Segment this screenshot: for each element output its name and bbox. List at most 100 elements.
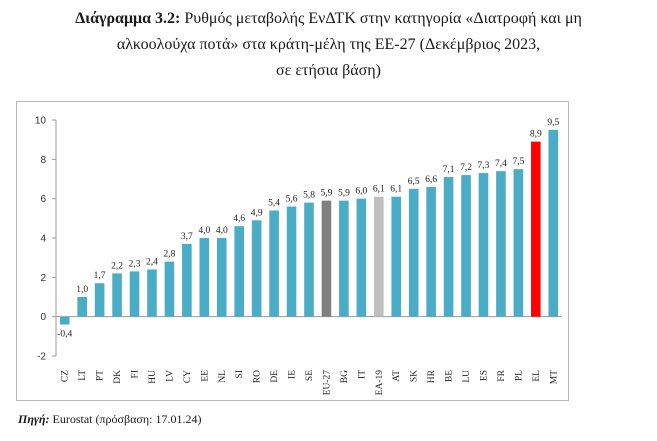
- x-tick-label-si: SI: [235, 370, 245, 378]
- data-label-cz: -0,4: [57, 330, 72, 340]
- data-label-hu: 2,4: [146, 257, 158, 267]
- data-label-ie: 5,6: [286, 195, 298, 205]
- source-label: Πηγή:: [18, 412, 50, 426]
- bar-it: [356, 198, 367, 317]
- bar-lt: [77, 297, 87, 317]
- bar-chart: -2 0 2 4 6 8 10 -0,4 CZ 1,0 LT 1,7 PT 2,2 DK 2,3 FI 2,4 HU…: [35, 116, 562, 396]
- source-note: Πηγή: Eurostat (πρόσβαση: 17.01.24): [18, 412, 201, 427]
- x-tick-label-ie: IE: [288, 370, 298, 379]
- bar-hu: [147, 269, 157, 317]
- y-tick-label: 2: [40, 273, 46, 284]
- bar-mt: [548, 129, 559, 317]
- y-tick-label: 0: [40, 312, 46, 323]
- bar-lv: [164, 261, 175, 317]
- x-tick-label-be: BE: [445, 370, 455, 382]
- x-tick-label-lt: LT: [78, 370, 88, 381]
- data-label-es: 7,3: [478, 161, 490, 171]
- x-tick-label-fi: FI: [131, 370, 141, 378]
- data-label-se: 5,8: [303, 191, 315, 201]
- data-label-be: 7,1: [443, 165, 455, 175]
- data-label-de: 5,4: [268, 198, 280, 208]
- data-label-sk: 6,5: [408, 177, 420, 187]
- bar-ee: [199, 238, 210, 317]
- bar-se: [304, 202, 314, 317]
- x-tick-label-at: AT: [392, 370, 402, 382]
- data-label-cy: 3,7: [181, 232, 193, 242]
- data-label-mt: 9,5: [547, 118, 559, 128]
- x-tick-label-cy: CY: [183, 370, 193, 383]
- x-tick-label-it: IT: [357, 370, 367, 379]
- bar-fr: [496, 171, 506, 317]
- data-label-ee: 4,0: [198, 226, 210, 236]
- x-tick-label-hr: HR: [427, 369, 437, 383]
- data-label-si: 4,6: [233, 214, 245, 224]
- title-prefix: Διάγραμμα 3.2:: [75, 10, 181, 27]
- bar-ro: [251, 220, 262, 317]
- data-label-eu-27: 5,9: [321, 189, 333, 199]
- data-label-dk: 2,2: [111, 261, 123, 271]
- x-tick-label-pl: PL: [514, 370, 524, 381]
- y-tick-label: 10: [35, 116, 47, 127]
- x-tick-label-sk: SK: [410, 370, 420, 382]
- data-label-at: 6,1: [390, 185, 402, 195]
- bar-cz: [59, 316, 70, 325]
- y-tick-label: 4: [40, 234, 46, 245]
- data-label-bg: 5,9: [338, 189, 350, 199]
- bar-nl: [216, 238, 227, 317]
- x-tick-label-hu: HU: [148, 370, 158, 384]
- data-label-el: 8,9: [530, 130, 542, 140]
- bar-bg: [339, 200, 349, 317]
- bar-lu: [461, 175, 471, 317]
- title-line-2: αλκοολούχα ποτά» στα κράτη-μέλη της ΕΕ-2…: [116, 36, 541, 53]
- bar-cy: [182, 243, 192, 317]
- x-tick-label-dk: DK: [113, 370, 123, 384]
- bar-dk: [112, 273, 122, 317]
- y-tick-label: 6: [40, 194, 46, 205]
- bar-be: [443, 177, 454, 317]
- bar-ea-19: [373, 196, 384, 317]
- data-label-fr: 7,4: [495, 159, 507, 169]
- data-label-ea-19: 6,1: [373, 185, 385, 195]
- x-tick-label-nl: NL: [218, 370, 228, 383]
- x-tick-label-pt: PT: [96, 370, 106, 381]
- bar-el: [531, 141, 541, 317]
- data-label-lt: 1,0: [76, 285, 88, 295]
- bar-pl: [513, 169, 524, 317]
- bar-fi: [129, 271, 140, 317]
- y-tick-label: -2: [37, 352, 46, 363]
- data-label-pl: 7,5: [512, 157, 524, 167]
- x-tick-label-ea-19: EA-19: [375, 370, 385, 396]
- bar-sk: [408, 188, 419, 317]
- data-label-ro: 4,9: [251, 208, 263, 218]
- bar-si: [234, 226, 245, 317]
- x-tick-label-eu-27: EU-27: [322, 370, 332, 396]
- source-text: Eurostat (πρόσβαση: 17.01.24): [49, 412, 202, 426]
- bar-es: [478, 173, 489, 317]
- x-tick-label-bg: BG: [340, 370, 350, 383]
- chart-area: -2 0 2 4 6 8 10 -0,4 CZ 1,0 LT 1,7 PT 2,2 DK 2,3 FI 2,4 HU…: [16, 101, 569, 401]
- bar-ie: [286, 206, 297, 317]
- x-tick-label-de: DE: [270, 370, 280, 383]
- x-tick-label-fr: FR: [497, 369, 507, 381]
- x-tick-label-cz: CZ: [61, 370, 71, 382]
- x-tick-label-mt: MT: [549, 370, 559, 384]
- data-label-it: 6,0: [355, 187, 367, 197]
- y-tick-label: 8: [40, 155, 46, 166]
- bar-hr: [426, 186, 436, 317]
- data-label-fi: 2,3: [129, 259, 141, 269]
- x-tick-label-ee: EE: [200, 370, 210, 382]
- data-label-nl: 4,0: [216, 226, 228, 236]
- data-label-hr: 6,6: [425, 175, 437, 185]
- data-label-pt: 1,7: [94, 271, 106, 281]
- chart-title: Διάγραμμα 3.2: Ρυθμός μεταβολής ΕνΔΤΚ στ…: [0, 6, 657, 84]
- x-tick-label-es: ES: [479, 370, 489, 381]
- bar-at: [391, 196, 402, 317]
- x-tick-label-se: SE: [305, 370, 315, 381]
- data-label-lu: 7,2: [460, 163, 472, 173]
- x-tick-label-ro: RO: [253, 370, 263, 383]
- x-tick-label-lv: LV: [165, 370, 175, 382]
- bar-eu-27: [321, 200, 332, 317]
- title-line-3: σε ετήσια βάση): [275, 62, 381, 79]
- data-label-lv: 2,8: [163, 250, 175, 260]
- x-tick-label-el: EL: [532, 370, 542, 382]
